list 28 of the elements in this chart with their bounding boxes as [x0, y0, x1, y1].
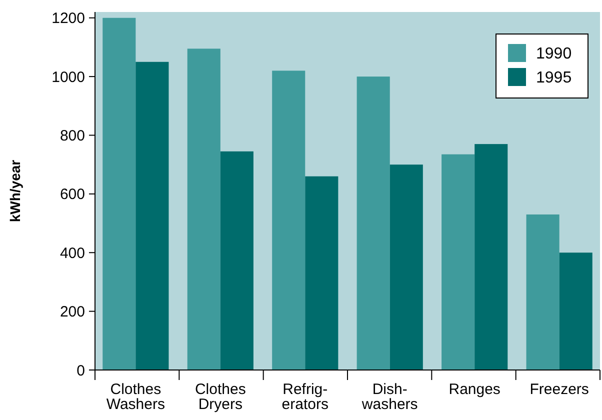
legend-label: 1995 — [536, 70, 572, 87]
bar — [305, 176, 338, 370]
bar — [187, 48, 220, 370]
bar — [220, 151, 254, 370]
x-tick-label: Refrig- erators — [282, 381, 328, 413]
bar — [390, 164, 423, 370]
y-tick-label: 400 — [60, 244, 85, 262]
y-tick-label: 600 — [60, 186, 85, 204]
y-tick-label: 200 — [60, 304, 85, 321]
y-tick-label: 800 — [60, 127, 85, 144]
bar — [356, 76, 390, 370]
bar — [102, 18, 136, 370]
x-tick-label: Ranges — [448, 381, 500, 398]
x-tick-label: Clothes Washers — [106, 381, 165, 413]
y-tick-label: 1000 — [52, 68, 85, 86]
bar — [136, 62, 169, 370]
bar — [272, 70, 306, 370]
y-axis-title: kWh/year — [7, 159, 23, 222]
bar — [474, 144, 508, 370]
bar — [442, 154, 475, 370]
y-tick-label: 1200 — [52, 10, 85, 28]
legend-label: 1990 — [536, 46, 572, 63]
x-tick-label: Dish- washers — [360, 381, 418, 413]
bar — [559, 252, 592, 370]
bar — [526, 214, 560, 370]
x-tick-label: Clothes Dryers — [194, 381, 246, 413]
y-tick-label: 0 — [76, 362, 85, 380]
x-tick-label: Freezers — [530, 381, 589, 398]
